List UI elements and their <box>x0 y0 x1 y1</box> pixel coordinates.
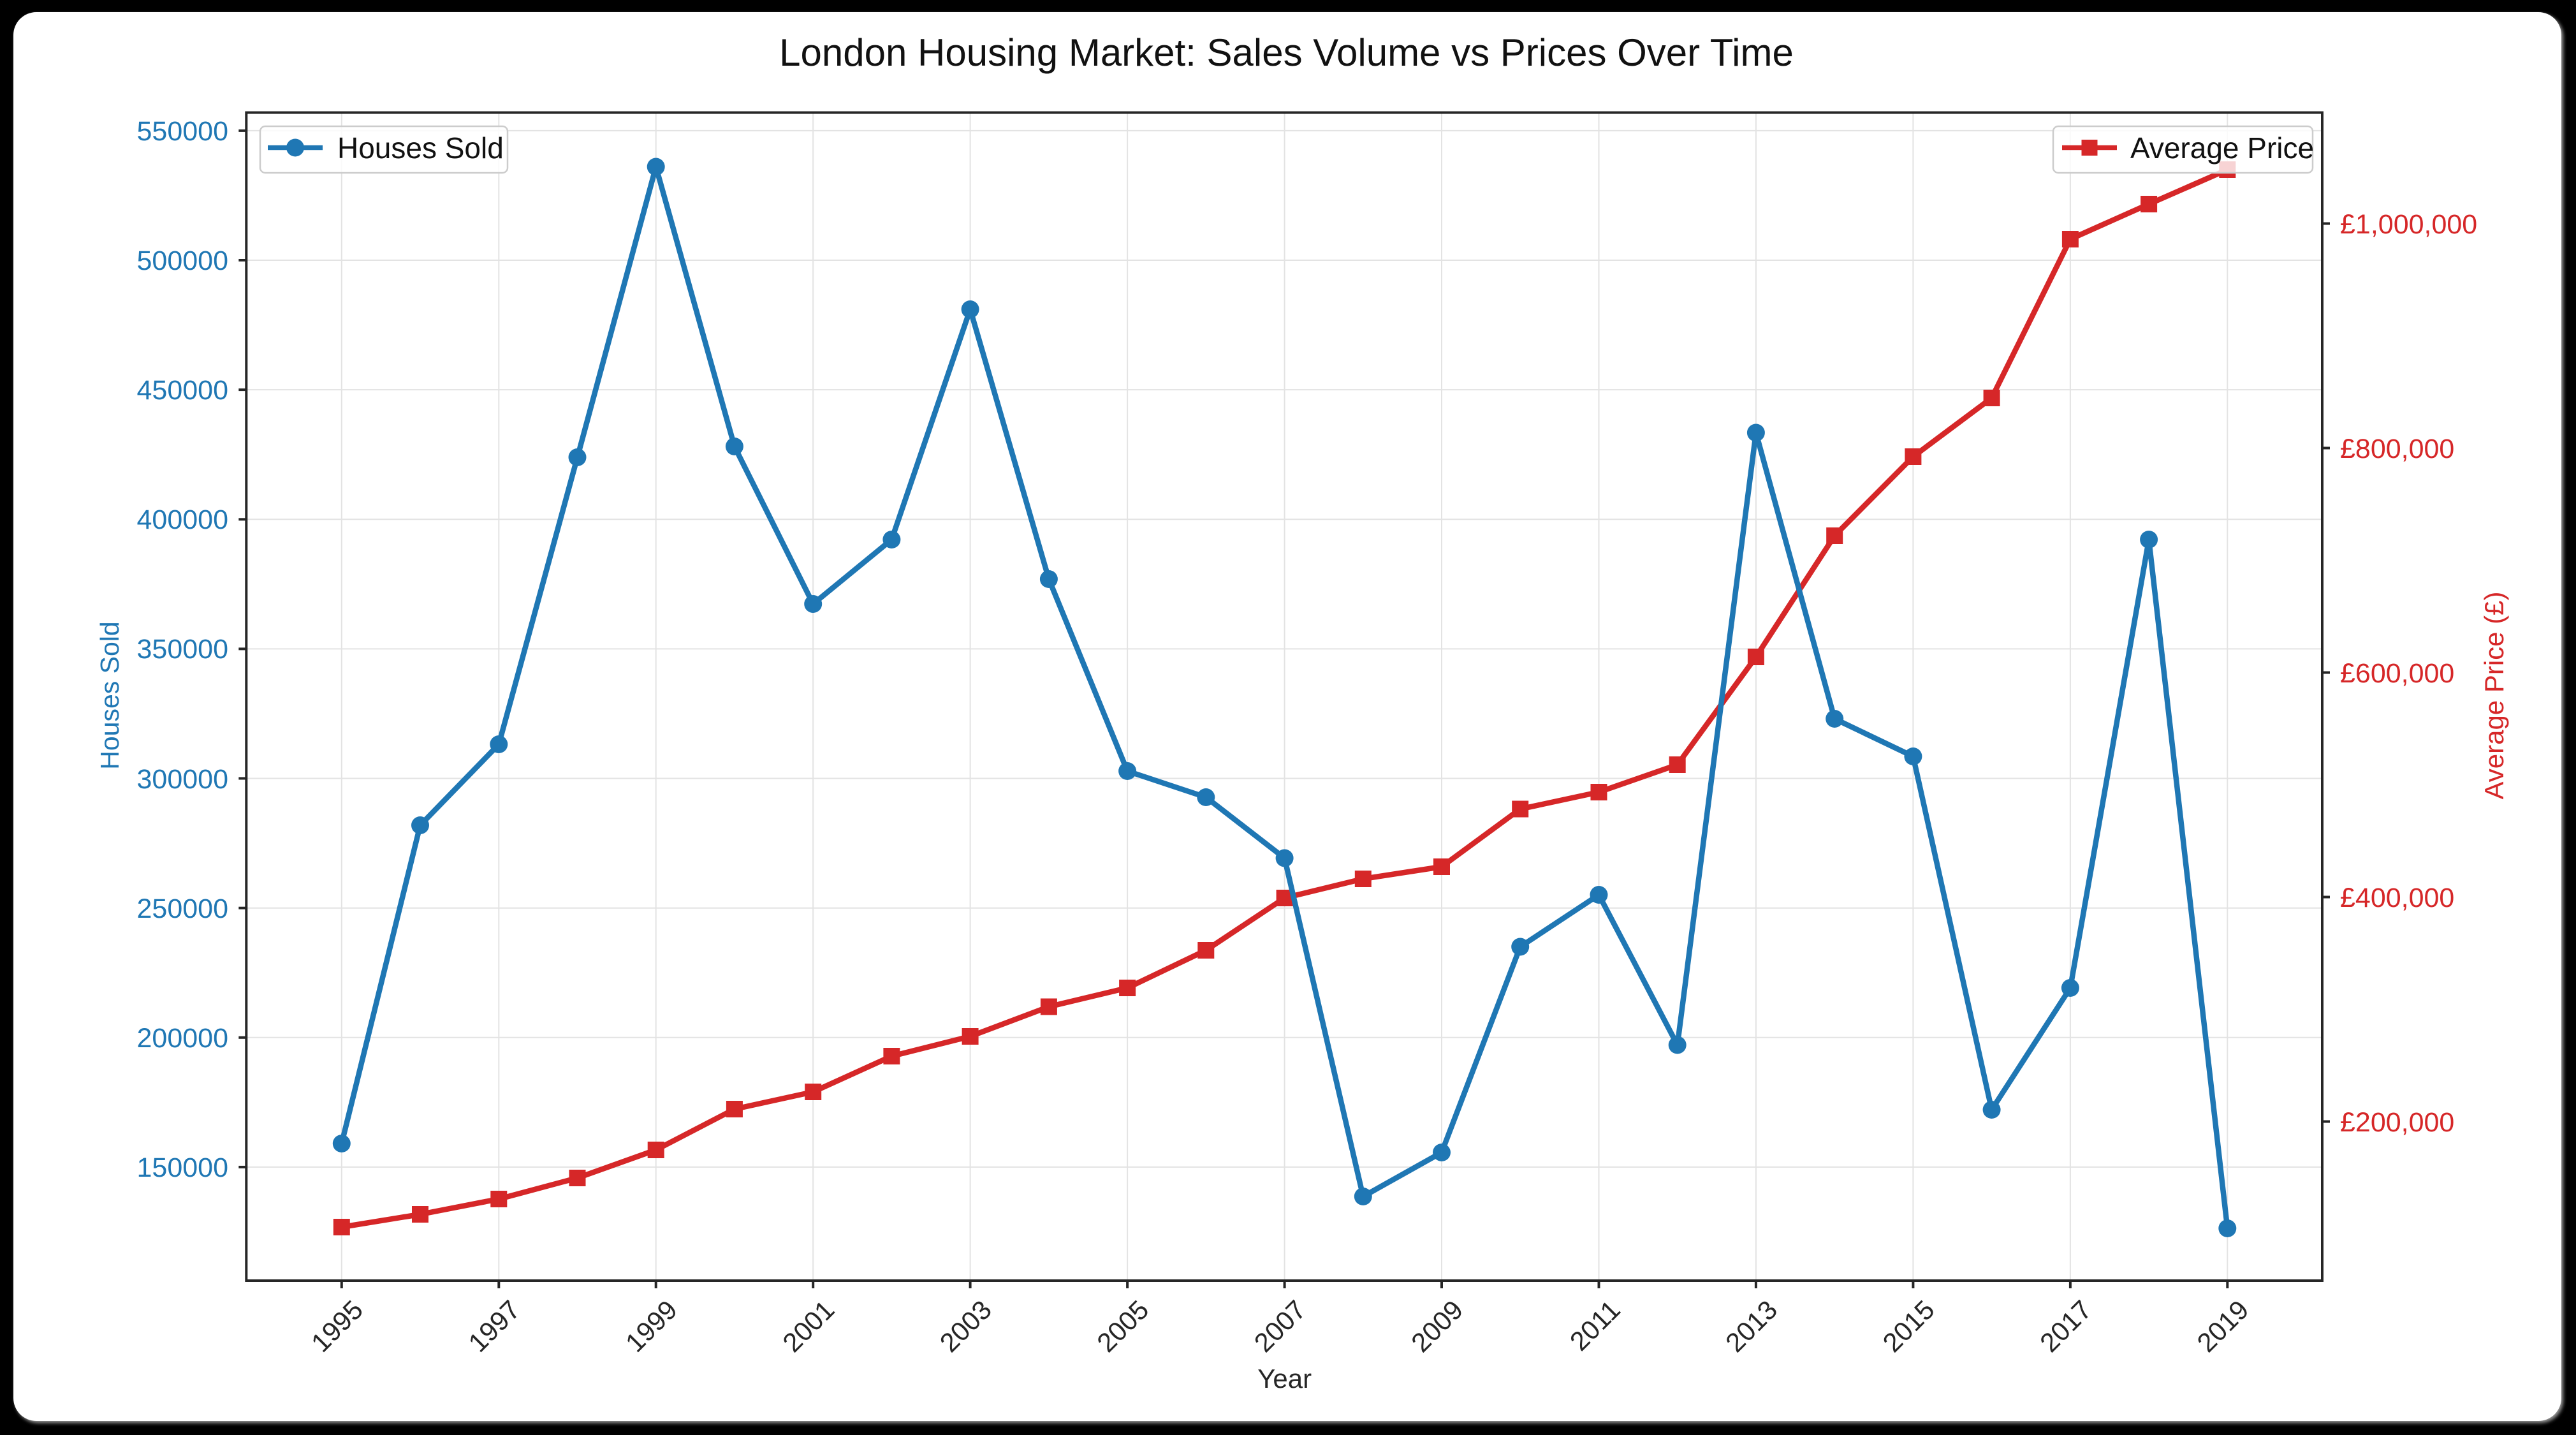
svg-text:£400,000: £400,000 <box>2340 883 2454 913</box>
svg-text:Houses Sold: Houses Sold <box>95 621 124 769</box>
svg-text:Average Price (£): Average Price (£) <box>2479 591 2509 799</box>
svg-text:200000: 200000 <box>137 1023 229 1054</box>
svg-text:250000: 250000 <box>137 894 229 924</box>
svg-text:500000: 500000 <box>137 246 229 276</box>
svg-text:550000: 550000 <box>137 116 229 147</box>
svg-text:£1,000,000: £1,000,000 <box>2340 209 2477 240</box>
svg-text:£600,000: £600,000 <box>2340 658 2454 689</box>
svg-text:350000: 350000 <box>137 634 229 665</box>
svg-text:Year: Year <box>1257 1364 1312 1394</box>
svg-text:450000: 450000 <box>137 375 229 406</box>
svg-text:Houses Sold: Houses Sold <box>337 131 504 165</box>
svg-text:£800,000: £800,000 <box>2340 434 2454 464</box>
svg-text:Average Price: Average Price <box>2130 131 2314 165</box>
svg-text:400000: 400000 <box>137 504 229 535</box>
svg-text:London Housing Market: Sales V: London Housing Market: Sales Volume vs P… <box>779 31 1794 74</box>
svg-text:£200,000: £200,000 <box>2340 1107 2454 1138</box>
svg-text:150000: 150000 <box>137 1152 229 1183</box>
svg-text:300000: 300000 <box>137 764 229 795</box>
